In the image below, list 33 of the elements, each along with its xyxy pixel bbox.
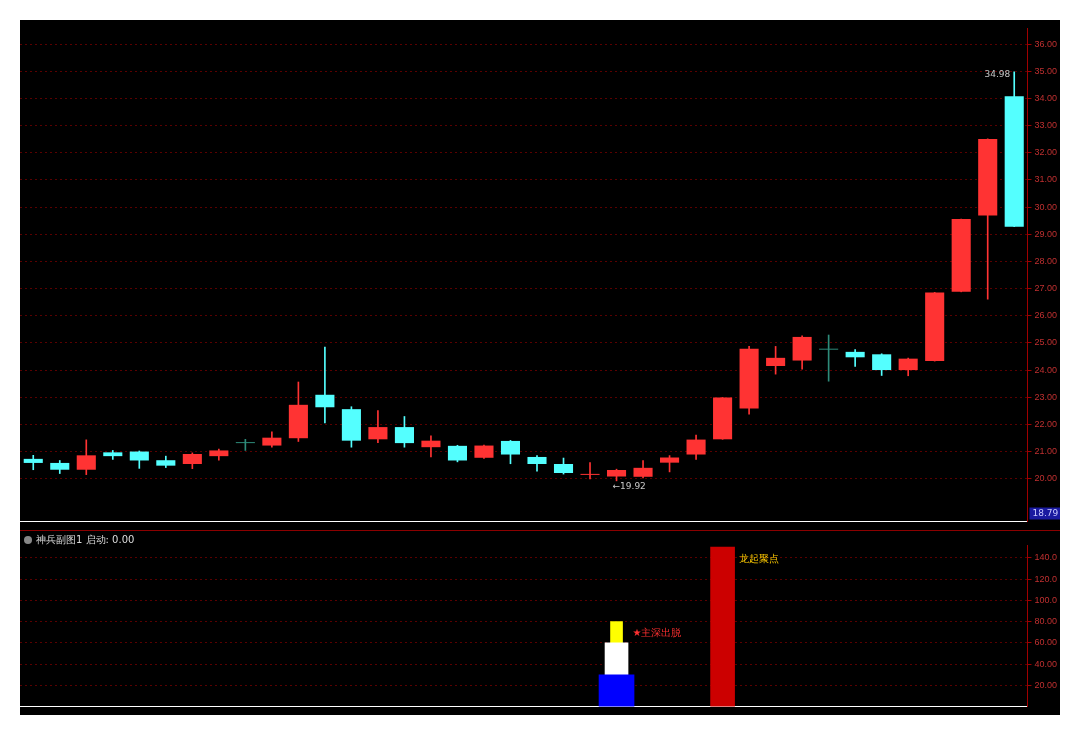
text: 18.79 (1032, 507, 1059, 518)
annotation: 34.98 (984, 69, 1011, 80)
y-tick-label: 27.00 (1034, 283, 1058, 294)
text: 神兵副图1 启动: 0.00 (36, 533, 135, 547)
y-tick-label: 32.00 (1034, 147, 1058, 158)
y-tick-label: 30.00 (1034, 201, 1058, 212)
y-tick-label: 140.0 (1034, 552, 1058, 563)
y-tick-label: 40.00 (1034, 658, 1058, 669)
y-tick-label: 100.0 (1034, 594, 1058, 605)
y-tick-label: 31.00 (1034, 174, 1058, 185)
y-tick-label: 25.00 (1034, 337, 1058, 348)
y-tick-label: 80.00 (1034, 616, 1058, 627)
candlestick (845, 349, 865, 367)
y-tick-label: 33.00 (1034, 120, 1058, 131)
annotation: ★主深出脱 (632, 627, 682, 639)
y-tick-label: 34.00 (1034, 92, 1058, 103)
y-tick-label: 120.0 (1034, 573, 1058, 584)
y-tick-label: 20.00 (1034, 679, 1058, 690)
y-tick-label: 23.00 (1034, 391, 1058, 402)
y-tick-label: 35.00 (1034, 65, 1058, 76)
y-tick-label: 36.00 (1034, 38, 1058, 49)
y-tick-label: 22.00 (1034, 418, 1058, 429)
y-tick-label: 20.00 (1034, 473, 1058, 484)
annotation: ←19.92 (612, 481, 646, 492)
candlestick (580, 462, 600, 480)
y-tick-label: 21.00 (1034, 446, 1058, 457)
y-tick-label: 26.00 (1034, 310, 1058, 321)
y-tick-label: 24.00 (1034, 364, 1058, 375)
y-tick-label: 28.00 (1034, 255, 1058, 266)
y-tick-label: 29.00 (1034, 228, 1058, 239)
annotation: 龙起聚点 (738, 552, 779, 564)
candlestick (315, 346, 335, 424)
y-tick-label: 60.00 (1034, 637, 1058, 648)
